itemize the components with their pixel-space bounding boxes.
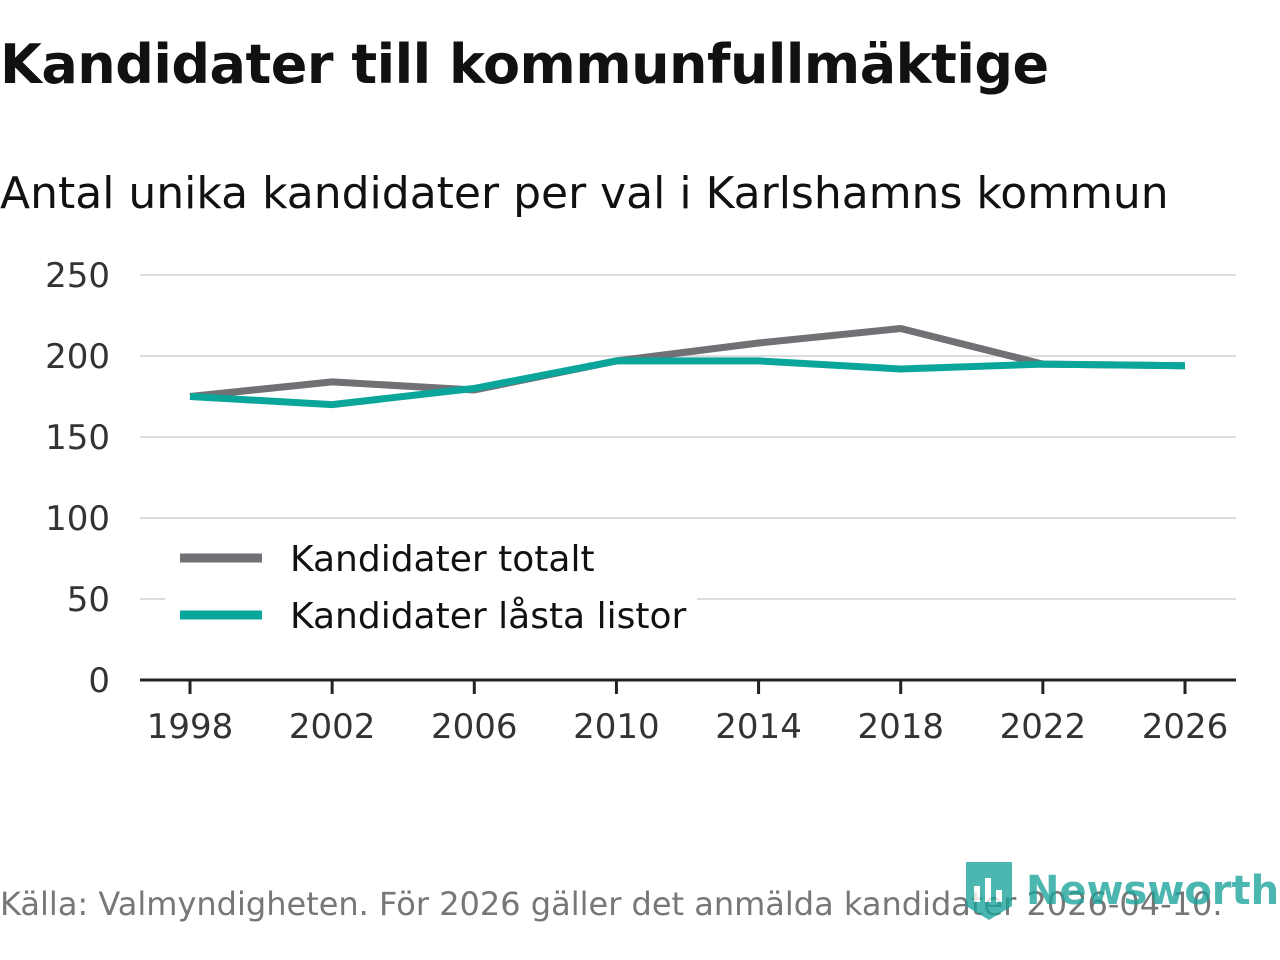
series-line-total xyxy=(189,325,1186,400)
y-tick-label-50: 50 xyxy=(67,580,110,620)
x-tick-label-2010: 2010 xyxy=(573,707,660,747)
y-tick-label-150: 150 xyxy=(45,418,110,458)
x-tick-label-2002: 2002 xyxy=(289,707,376,747)
y-tick-label-0: 0 xyxy=(88,661,110,701)
x-tick-label-2014: 2014 xyxy=(715,707,802,747)
y-tick-label-200: 200 xyxy=(45,337,110,377)
y-tick-label-100: 100 xyxy=(45,499,110,539)
x-tick-label-2026: 2026 xyxy=(1142,707,1229,747)
x-tick-label-2022: 2022 xyxy=(1000,707,1087,747)
x-axis-tick-labels: 1998 2002 2006 2010 2014 2018 2022 2026 xyxy=(147,707,1229,747)
brand-logo: Newsworthy xyxy=(964,860,1280,922)
y-tick-label-250: 250 xyxy=(45,256,110,296)
series-line-locked xyxy=(189,357,1186,409)
legend: Kandidater totalt Kandidater låsta listor xyxy=(165,528,697,644)
newsworthy-logo-icon xyxy=(966,862,1012,920)
brand-name: Newsworthy xyxy=(1026,868,1280,914)
source-note: Källa: Valmyndigheten. För 2026 gäller d… xyxy=(0,885,1223,923)
series-lines xyxy=(189,325,1186,409)
chart-title: Kandidater till kommunfullmäktige xyxy=(0,33,1049,96)
x-axis xyxy=(140,678,1236,694)
legend-background xyxy=(165,528,697,644)
x-tick-label-1998: 1998 xyxy=(147,707,234,747)
y-axis-tick-labels: 0 50 100 150 200 250 xyxy=(45,256,110,701)
legend-label-locked: Kandidater låsta listor xyxy=(290,596,686,637)
legend-label-total: Kandidater totalt xyxy=(290,539,595,580)
x-tick-label-2018: 2018 xyxy=(857,707,944,747)
x-tick-label-2006: 2006 xyxy=(431,707,518,747)
chart-subtitle: Antal unika kandidater per val i Karlsha… xyxy=(0,168,1169,219)
